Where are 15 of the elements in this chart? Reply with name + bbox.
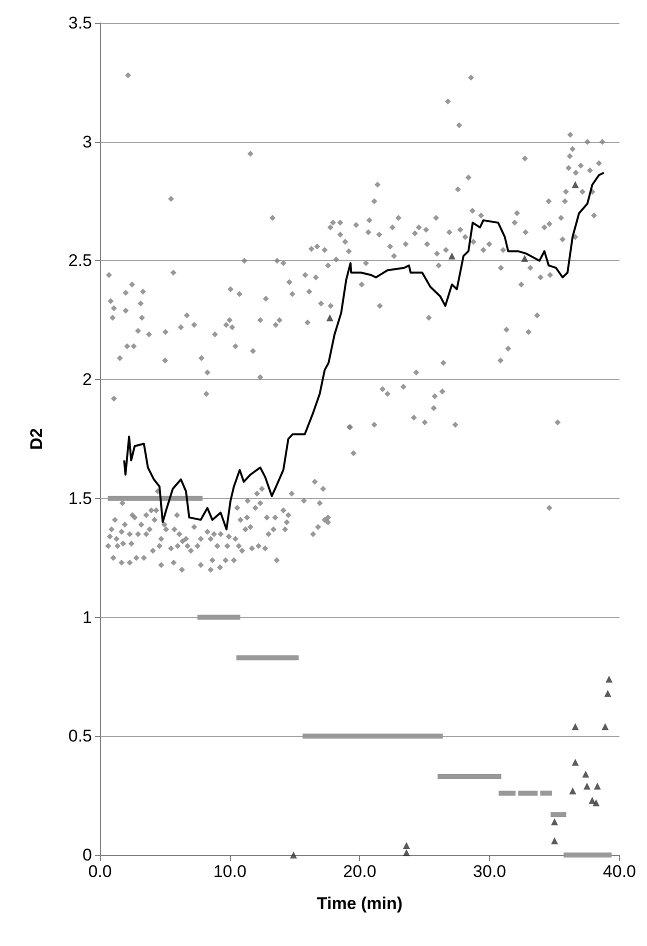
x-tick-label: 20.0 — [343, 862, 376, 881]
x-tick-label: 40.0 — [602, 862, 636, 881]
x-tick-label: 0.0 — [88, 862, 112, 881]
x-tick-label: 10.0 — [213, 862, 246, 881]
y-tick-label: 1.5 — [68, 488, 92, 508]
x-tick-label: 30.0 — [473, 862, 506, 881]
y-tick-label: 2 — [82, 370, 92, 390]
y-tick-label: 3 — [82, 132, 92, 152]
y-axis-title: D2 — [27, 428, 46, 450]
y-tick-label: 0.5 — [68, 726, 92, 746]
y-tick-label: 2.5 — [68, 251, 92, 270]
x-axis-title: Time (min) — [316, 894, 403, 913]
y-tick-label: 1 — [82, 608, 92, 627]
y-tick-label: 3.5 — [68, 14, 92, 32]
y-tick-label: 0 — [82, 846, 92, 864]
